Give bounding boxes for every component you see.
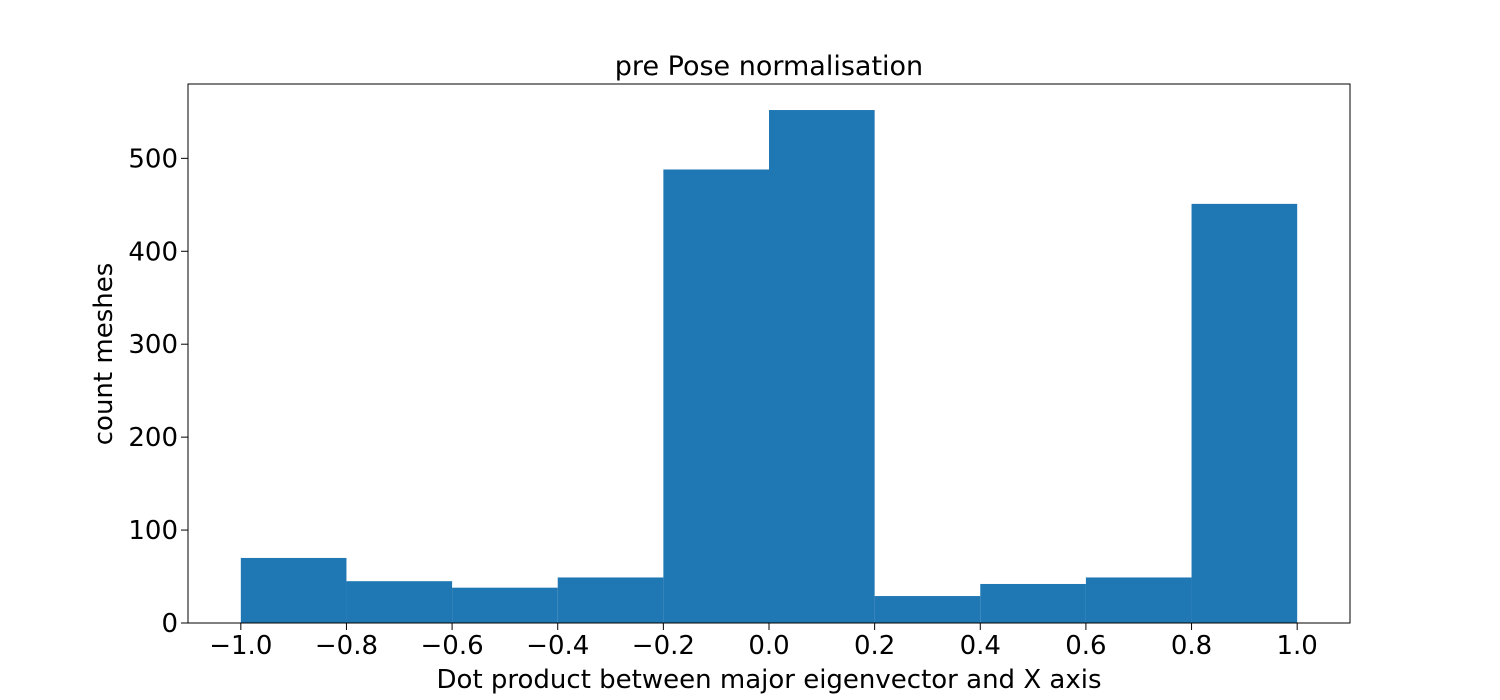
x-tick-label: −0.4 (526, 631, 589, 661)
histogram-bar (452, 587, 558, 623)
histogram-bar (240, 557, 347, 623)
histogram-bar (346, 581, 453, 623)
x-tick-label: −0.2 (632, 631, 695, 661)
x-axis-label: Dot product between major eigenvector an… (437, 665, 1102, 695)
histogram-bar (874, 596, 981, 623)
y-tick-label: 200 (128, 423, 178, 453)
y-tick-label: 300 (128, 330, 178, 360)
histogram-bar (980, 583, 1086, 623)
x-tick-label: 0.0 (748, 631, 789, 661)
histogram-bar (557, 577, 664, 623)
x-tick-label: 0.4 (960, 631, 1001, 661)
histogram-bar (663, 169, 769, 623)
x-axis-ticks: −1.0 −0.8 −0.6 −0.4 −0.2 0.0 0.2 0.4 0.6 0.8 1.0 (209, 623, 1318, 661)
y-tick-label: 100 (128, 516, 178, 546)
chart-title: pre Pose normalisation (615, 51, 923, 82)
y-axis-ticks: 0 100 200 300 400 500 (128, 144, 188, 639)
histogram-bar (1191, 203, 1298, 623)
y-tick-label: 400 (128, 237, 178, 267)
x-tick-label: −0.8 (315, 631, 378, 661)
y-axis-label: count meshes (89, 263, 119, 446)
plot-frame (187, 83, 1351, 624)
x-tick-label: 1.0 (1277, 631, 1318, 661)
histogram-bar (769, 110, 875, 623)
x-tick-label: −0.6 (421, 631, 484, 661)
y-tick-label: 0 (161, 609, 178, 639)
histogram-bar (1085, 577, 1192, 623)
bars-group (240, 110, 1298, 623)
x-tick-label: 0.2 (854, 631, 895, 661)
y-tick-label: 500 (128, 144, 178, 174)
x-tick-label: −1.0 (209, 631, 272, 661)
x-tick-label: 0.6 (1065, 631, 1106, 661)
x-tick-label: 0.8 (1171, 631, 1212, 661)
